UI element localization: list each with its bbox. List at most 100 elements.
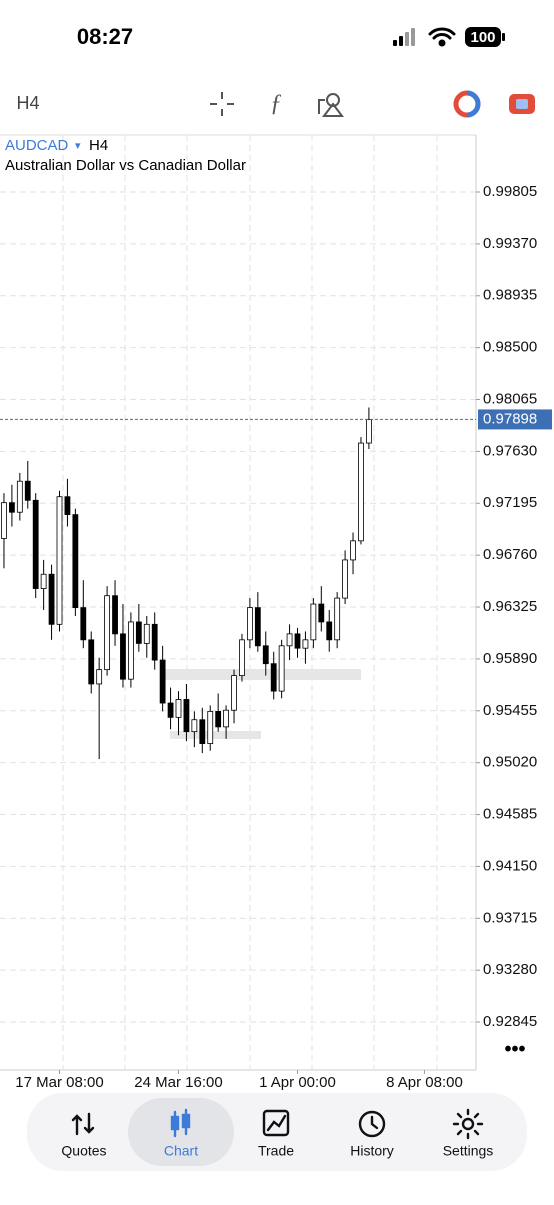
y-tick-label: 0.98935 (483, 287, 537, 304)
battery-icon (465, 27, 501, 47)
candle-body (278, 645, 285, 692)
battery-tip (502, 33, 505, 41)
candle-body (215, 710, 222, 728)
candle-body (72, 514, 79, 609)
candle-body (334, 597, 341, 641)
x-tick-label: 17 Mar 08:00 (15, 1074, 103, 1091)
status-time: 08:27 (77, 24, 133, 49)
x-tick-label: 8 Apr 08:00 (386, 1074, 463, 1091)
plot-area: 0.99805 0.99370 0.98935 0.98500 0.98065 0.976… (0, 183, 537, 1091)
candle-body (246, 607, 253, 641)
tabs: Quotes Chart Trade History Settings (61, 1143, 493, 1159)
candle-body (120, 633, 126, 680)
candle-body (207, 710, 214, 744)
candle-body (127, 621, 134, 680)
candle-body (159, 659, 166, 704)
y-tick-label: 0.94585 (483, 806, 537, 823)
candle-body (167, 702, 174, 718)
candle-body (88, 639, 95, 685)
candle-body (8, 502, 15, 513)
candle-body (1, 502, 7, 539)
y-tick-label: 0.94150 (483, 857, 537, 874)
last-price-label: 0.97898 (483, 410, 537, 427)
candle-body (104, 595, 110, 671)
more-button[interactable]: ••• (504, 1038, 525, 1060)
y-tick-label: 0.95455 (483, 702, 537, 719)
candle-body (342, 559, 349, 599)
tab-label[interactable]: History (350, 1143, 394, 1159)
candle-body (326, 621, 333, 641)
candle-body (286, 633, 293, 647)
y-tick-label: 0.97195 (483, 494, 537, 511)
active-tab-highlight (128, 1098, 234, 1166)
time-grid (62, 135, 438, 1070)
candle-body (302, 639, 309, 649)
zone-rectangle (163, 669, 361, 680)
candle-body (16, 480, 23, 513)
y-tick-label: 0.96325 (483, 598, 537, 615)
y-tick-label: 0.95020 (483, 754, 537, 771)
candle-body (48, 573, 55, 625)
y-tick-label: 0.96760 (483, 546, 537, 563)
y-tick-label: 0.98500 (483, 339, 537, 356)
candle-body (350, 540, 356, 561)
candles: 0.97898 (0, 407, 552, 760)
y-tick-label: 0.92845 (483, 1013, 537, 1030)
y-tick-label: 0.97630 (483, 442, 537, 459)
candle-body (40, 573, 47, 589)
tab-icons (71, 1108, 484, 1140)
battery-level: 100 (470, 29, 495, 46)
tab-label[interactable]: Settings (443, 1143, 494, 1159)
timeframe-button[interactable]: H4 (16, 93, 39, 113)
candle-body (199, 719, 206, 744)
y-tick-label: 0.93715 (483, 909, 537, 926)
candle-body (135, 621, 142, 644)
candle-body (183, 699, 190, 733)
candle-body (223, 709, 230, 728)
y-tick-label: 0.93280 (483, 961, 537, 978)
y-tick-label: 0.95890 (483, 650, 537, 667)
candle-body (56, 496, 63, 625)
candle-body (365, 419, 372, 444)
crosshair-button[interactable] (210, 92, 234, 116)
y-tick-label: 0.98065 (483, 390, 537, 407)
trade-button[interactable] (509, 94, 535, 114)
y-tick-label: 0.99805 (483, 183, 537, 200)
tab-label[interactable]: Quotes (61, 1143, 106, 1159)
candle-body (310, 603, 317, 641)
candle-body (151, 623, 158, 661)
chart-subtitle: Australian Dollar vs Canadian Dollar (5, 157, 246, 174)
wifi-icon (428, 27, 456, 47)
symbol-name[interactable]: AUDCAD (5, 137, 69, 154)
candle-body (270, 663, 277, 692)
signal-icon (393, 28, 415, 46)
candle-body (358, 442, 364, 542)
objects-button[interactable] (318, 93, 344, 117)
x-tick-label: 1 Apr 00:00 (259, 1074, 336, 1091)
last-price-box (478, 409, 552, 430)
chart-timeframe: H4 (89, 137, 108, 154)
candle-body (32, 499, 39, 589)
tab-bar (27, 1093, 527, 1171)
tab-label[interactable]: Chart (164, 1143, 198, 1159)
candle-body (318, 603, 325, 623)
symbol-dropdown[interactable]: ▾ (75, 140, 81, 152)
y-tick-label: 0.99370 (483, 235, 537, 252)
candle-body (96, 669, 103, 685)
zone-rectangle (170, 731, 261, 739)
tab-label[interactable]: Trade (258, 1143, 294, 1159)
indicators-button[interactable]: ƒ (270, 91, 282, 117)
candle-body (143, 623, 150, 644)
candle-body (175, 699, 182, 718)
color-scheme-button[interactable] (453, 90, 481, 118)
candle-body (294, 633, 301, 649)
candle-body (191, 719, 198, 733)
candle-body (254, 607, 261, 647)
candle-body (262, 645, 269, 665)
candle-body (112, 595, 118, 635)
candle-body (231, 675, 237, 711)
candle-body (24, 480, 31, 501)
candle-body (80, 607, 87, 641)
